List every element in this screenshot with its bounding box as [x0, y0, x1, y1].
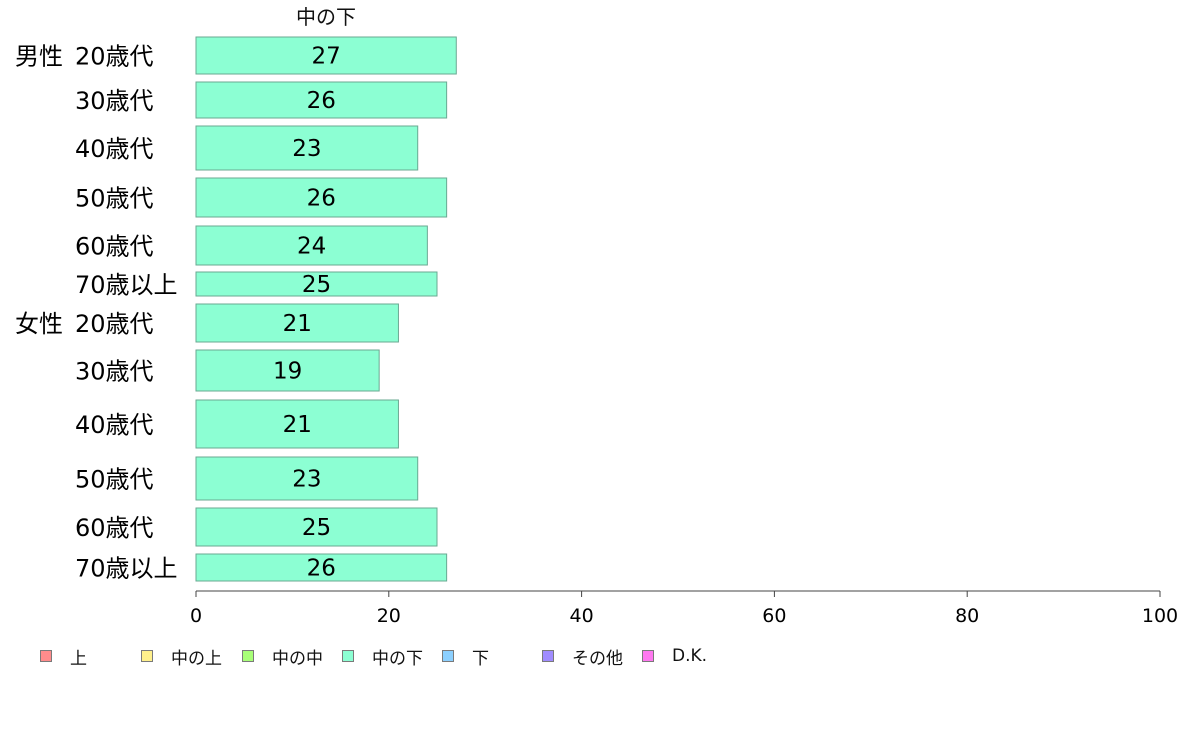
- x-tick-label: 40: [570, 605, 594, 627]
- legend-label: 中の上: [171, 648, 222, 669]
- legend-swatch: [442, 650, 454, 662]
- legend-label: D.K.: [672, 646, 708, 666]
- legend-item: 中の上: [141, 643, 222, 669]
- bar: [195, 349, 380, 392]
- legend-item: 中の下: [342, 643, 423, 669]
- category-label: 60歳代: [75, 514, 154, 542]
- category-label: 40歳代: [75, 135, 154, 163]
- category-label: 20歳代: [75, 43, 154, 71]
- bar: [195, 36, 457, 75]
- bar-value-label: 23: [292, 136, 321, 162]
- bar-value-label: 26: [307, 88, 336, 114]
- bar-value-label: 21: [283, 311, 312, 337]
- bar-value-label: 27: [311, 44, 340, 70]
- legend-swatch: [542, 650, 554, 662]
- legend-item: 中の中: [242, 643, 323, 669]
- legend-label: 中の中: [272, 648, 323, 669]
- x-tick-label: 20: [377, 605, 401, 627]
- x-axis: 0 20 40 60 80 100: [190, 590, 1178, 627]
- legend-item: D.K.: [642, 643, 707, 669]
- legend-swatch: [342, 650, 354, 662]
- bar-value-label: 19: [273, 359, 302, 385]
- bar-value-label: 26: [307, 556, 336, 582]
- legend-swatch: [40, 650, 52, 662]
- bar: [195, 125, 419, 171]
- x-tick-label: 80: [955, 605, 979, 627]
- bar: [195, 507, 438, 547]
- legend-swatch: [141, 650, 153, 662]
- bar-value-label: 24: [297, 234, 326, 260]
- legend-label: 下: [472, 648, 489, 669]
- legend-item: 上: [40, 643, 87, 669]
- group-label: 男性: [15, 43, 63, 71]
- legend-swatch: [242, 650, 254, 662]
- bar: [195, 271, 438, 297]
- bar: [195, 177, 448, 218]
- x-tick-label: 0: [190, 605, 202, 627]
- category-label: 70歳以上: [75, 555, 178, 583]
- bar: [195, 81, 448, 119]
- legend-item: その他: [542, 643, 623, 669]
- legend-label: その他: [572, 648, 623, 669]
- legend-swatch: [642, 650, 654, 662]
- category-label: 60歳代: [75, 233, 154, 261]
- category-label: 70歳以上: [75, 271, 178, 299]
- bar-value-label: 25: [302, 272, 331, 298]
- category-label: 40歳代: [75, 411, 154, 439]
- legend: 上 中の上 中の中 中の下 下 その他 D.K.: [0, 643, 1188, 669]
- chart-title: 中の下: [296, 5, 356, 29]
- legend-label: 上: [70, 648, 87, 669]
- bar: [195, 399, 399, 449]
- category-label: 50歳代: [75, 185, 154, 213]
- bar: [195, 553, 448, 582]
- bar: [195, 225, 428, 266]
- category-label: 20歳代: [75, 310, 154, 338]
- bar-chart: 中の下 2720歳代男性2630歳代2340歳代2650歳代2460歳代2570…: [15, 5, 1178, 627]
- legend-item: 下: [442, 643, 489, 669]
- category-label: 50歳代: [75, 466, 154, 494]
- bar-value-label: 23: [292, 467, 321, 493]
- bar-value-label: 25: [302, 515, 331, 541]
- legend-label: 中の下: [372, 648, 423, 669]
- bar-value-label: 26: [307, 186, 336, 212]
- bar: [195, 456, 419, 501]
- x-tick-label: 60: [762, 605, 786, 627]
- bar: [195, 303, 399, 343]
- group-label: 女性: [15, 310, 63, 338]
- x-tick-label: 100: [1142, 605, 1178, 627]
- bars-layer: 2720歳代男性2630歳代2340歳代2650歳代2460歳代2570歳以上2…: [15, 36, 457, 583]
- bar-value-label: 21: [283, 412, 312, 438]
- category-label: 30歳代: [75, 358, 154, 386]
- category-label: 30歳代: [75, 87, 154, 115]
